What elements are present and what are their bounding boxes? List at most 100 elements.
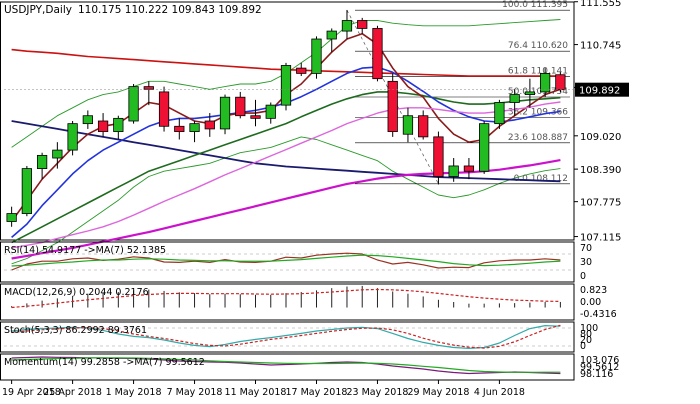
- stoch-tick-label: 80: [580, 329, 592, 340]
- x-tick-label: 11 May 2018: [225, 387, 287, 398]
- stoch-line-1: [11, 324, 561, 349]
- ma-darkgreen-line: [11, 91, 561, 244]
- candle-body: [204, 120, 215, 130]
- candle-body: [265, 104, 276, 119]
- rsi-tick-label: 0: [580, 271, 586, 282]
- fib-level-label: 23.6 108.887: [508, 133, 568, 143]
- rsi-tick-label: 30: [580, 257, 592, 268]
- fib-level-label: 76.4 110.620: [508, 41, 568, 51]
- momentum-tick-label: 99.5612: [580, 362, 619, 373]
- ohlc-readout: 110.175 110.222 109.843 109.892: [78, 4, 262, 16]
- current-price-tag: [575, 82, 629, 97]
- ma-violet-line: [11, 101, 561, 249]
- y-tick-label: 110.745: [580, 41, 621, 52]
- macd-tick-label: 0.823: [580, 285, 607, 296]
- candle-body: [113, 117, 124, 132]
- momentum-tick-label: 98.116: [580, 369, 613, 380]
- candle-body: [189, 123, 200, 132]
- fib-level-label: 61.8 110.141: [508, 67, 568, 77]
- x-tick-label: 29 May 2018: [407, 387, 469, 398]
- band-lower-line: [11, 136, 561, 265]
- candle-body: [6, 213, 17, 222]
- x-tick-label: 4 Jun 2018: [474, 387, 525, 398]
- candle-body: [463, 165, 475, 172]
- candle-body: [509, 94, 520, 103]
- candle-body: [250, 115, 261, 119]
- x-tick-label: 19 Apr 2018: [2, 387, 61, 398]
- rsi-frame: [0, 241, 575, 283]
- candle-body: [524, 91, 536, 95]
- candle-body: [555, 74, 566, 91]
- candle-body: [36, 154, 48, 169]
- rsi-panel: 70 30 0 RSI(14) 54.9177 ->MA(7) 52.1385: [0, 241, 592, 283]
- candle-body: [67, 123, 78, 151]
- candle-body: [296, 67, 307, 74]
- x-tick-label: 25 Apr 2018: [43, 387, 102, 398]
- candle-body: [372, 28, 383, 80]
- candle-body: [326, 30, 337, 40]
- candle-body: [128, 86, 139, 122]
- candle-body: [341, 20, 353, 32]
- stoch-line-0: [11, 325, 561, 349]
- macd-tick-label: 0.00: [580, 297, 601, 308]
- stoch-frame: [0, 321, 575, 353]
- candle-body: [494, 102, 505, 125]
- fib-level-label: 0.0 108.112: [514, 174, 568, 184]
- y-tick-label: 109.020: [580, 132, 621, 143]
- candle-body: [219, 96, 231, 130]
- main-price-panel: 111.555110.745109.935109.020108.390107.7…: [0, 0, 629, 265]
- indicator-panels: 70 30 0 RSI(14) 54.9177 ->MA(7) 52.1385 0.82…: [0, 241, 619, 381]
- y-tick-label: 111.555: [580, 0, 621, 9]
- candle-body: [540, 73, 551, 93]
- candle-body: [21, 168, 32, 214]
- candle-body: [82, 115, 93, 125]
- fib-level-label: 38.2 109.366: [508, 108, 568, 118]
- candle-body: [448, 165, 459, 177]
- momentum-line-1: [11, 357, 561, 373]
- y-tick-label: 107.115: [580, 233, 621, 244]
- momentum-label: Momentum(14) 99.2858 ->MA(7) 99.5612: [4, 357, 205, 368]
- momentum-tick-label: 103.076: [580, 355, 619, 366]
- candle-body: [402, 115, 414, 135]
- x-tick-label: 1 May 2018: [106, 387, 162, 398]
- stoch-tick-label: 100: [580, 323, 598, 334]
- rsi-line-1: [11, 254, 561, 267]
- candle-body: [174, 125, 185, 132]
- x-tick-label: 23 May 2018: [346, 387, 408, 398]
- fib-level-label: 100.0 111.395: [502, 0, 568, 10]
- candle-body: [52, 149, 63, 159]
- macd-tick-label: -0.4316: [580, 309, 617, 320]
- candle-body: [357, 20, 368, 29]
- candle-body: [280, 65, 292, 106]
- macd-frame: [0, 283, 575, 321]
- macd-line-0: [11, 288, 561, 309]
- candle-body: [158, 91, 170, 127]
- fib-level-label: 50.0 109.754: [508, 87, 568, 97]
- candle-body: [235, 96, 246, 117]
- candle-body: [479, 123, 490, 172]
- x-tick-label: 17 May 2018: [286, 387, 348, 398]
- current-price-label: 109.892: [579, 86, 620, 97]
- stoch-tick-label: 0: [580, 341, 586, 352]
- y-tick-label: 108.390: [580, 165, 621, 176]
- candle-body: [311, 38, 322, 74]
- x-tick-label: 7 May 2018: [167, 387, 223, 398]
- candle-body: [387, 80, 398, 132]
- symbol-label: USDJPY,Daily: [4, 4, 72, 16]
- main-panel-frame: [0, 1, 575, 241]
- rsi-tick-label: 70: [580, 243, 592, 254]
- stoch-label: Stoch(5,3,3) 86.2992 89.3761: [4, 325, 147, 336]
- y-tick-label: 107.775: [580, 198, 621, 209]
- candle-body: [433, 136, 444, 177]
- candle-body: [143, 86, 154, 90]
- rsi-label: RSI(14) 54.9177 ->MA(7) 52.1385: [4, 245, 166, 256]
- momentum-frame: [0, 353, 575, 381]
- stoch-tick-label: 20: [580, 335, 592, 346]
- candle-body: [418, 115, 429, 138]
- candle-body: [97, 120, 109, 132]
